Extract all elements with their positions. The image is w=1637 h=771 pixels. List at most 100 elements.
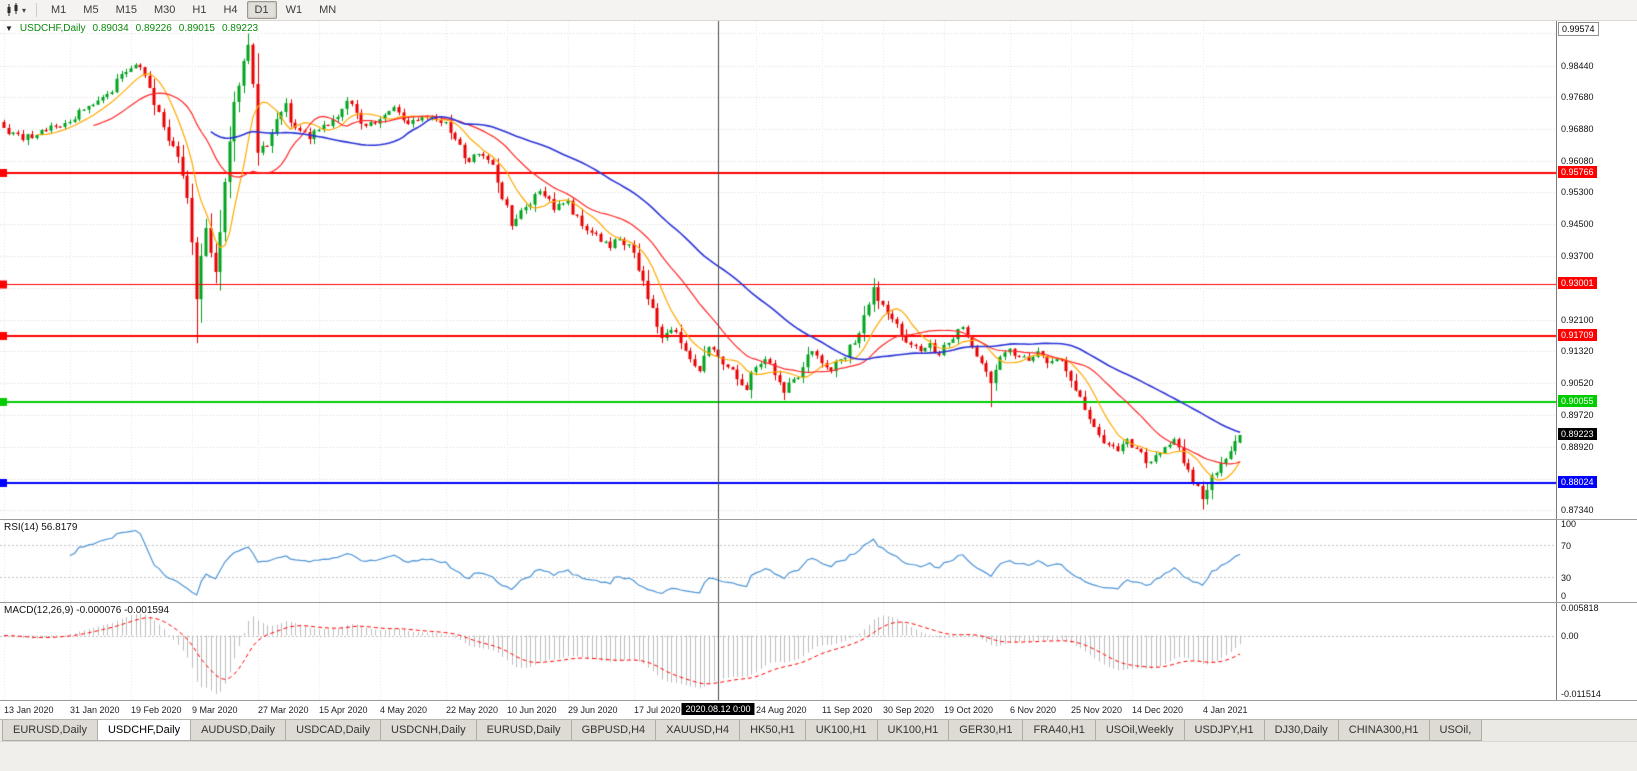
timeframe-button-d1[interactable]: D1: [246, 1, 277, 19]
date-axis-label: 25 Nov 2020: [1071, 705, 1123, 715]
date-axis-label: 14 Dec 2020: [1132, 705, 1184, 715]
rsi-axis-label: 70: [1561, 541, 1572, 551]
rsi-axis-label: 0: [1561, 591, 1567, 601]
collapse-triangle-icon[interactable]: ▼: [5, 24, 13, 33]
timeframe-button-h1[interactable]: H1: [192, 4, 207, 16]
price-axis-label: 0.89720: [1561, 410, 1594, 420]
chart-tab-china300-h1[interactable]: CHINA300,H1: [1337, 720, 1430, 741]
date-axis-label: 15 Apr 2020: [319, 705, 368, 715]
chart-tab-ger30-h1[interactable]: GER30,H1: [948, 720, 1024, 741]
price-axis-label: 0.96080: [1561, 156, 1594, 166]
macd-label: MACD(12,26,9) -0.000076 -0.001594: [4, 605, 170, 616]
chart-tab-uk100-h1[interactable]: UK100,H1: [876, 720, 950, 741]
chart-tab-eurusd-daily[interactable]: EURUSD,Daily: [475, 720, 572, 741]
date-axis-label: 27 Mar 2020: [258, 705, 309, 715]
price-axis-label: 0.95300: [1561, 187, 1594, 197]
main-chart-panel: ▼ USDCHF,Daily 0.89034 0.89226 0.89015 0…: [0, 21, 1637, 519]
date-axis-label: 31 Jan 2020: [70, 705, 120, 715]
chart-tab-hk50-h1[interactable]: HK50,H1: [739, 720, 806, 741]
timeframe-button-m1[interactable]: M1: [51, 4, 67, 16]
price-axis-label: 0.97680: [1561, 92, 1594, 102]
macd-canvas[interactable]: [0, 603, 1556, 700]
date-axis-label: 22 May 2020: [446, 705, 499, 715]
date-axis-label: 17 Jul 2020: [634, 705, 681, 715]
chart-tab-xauusd-h4[interactable]: XAUUSD,H4: [655, 720, 741, 741]
date-axis-label: 19 Oct 2020: [944, 705, 994, 715]
toolbar: ▾ M1 M5 M15 M30 H1 H4 D1 W1 MN: [0, 0, 1637, 21]
price-high: 0.89226: [135, 23, 172, 34]
toolbar-separator: [36, 3, 38, 17]
macd-axis: 0.005818 0.00 -0.011514: [1556, 603, 1636, 700]
rsi-axis: 100 70 30 0: [1556, 519, 1636, 602]
price-axis-label: 0.98440: [1561, 61, 1594, 71]
date-axis-label: 24 Aug 2020: [756, 705, 807, 715]
timeframe-button-group: M1 M5 M15 M30 H1 H4 D1 W1 MN: [43, 1, 344, 19]
price-axis-label: 0.94500: [1561, 219, 1594, 229]
hline-price-tag: 0.88024: [1558, 476, 1597, 488]
date-axis-label: 13 Jan 2020: [4, 705, 54, 715]
price-low: 0.89015: [178, 23, 215, 34]
timeframe-button-mn[interactable]: MN: [319, 4, 337, 16]
date-axis-label: 6 Nov 2020: [1010, 705, 1057, 715]
price-axis-label: 0.96880: [1561, 124, 1594, 134]
crosshair-date-tag: 2020.08.12 0:00: [681, 703, 755, 715]
rsi-label: RSI(14) 56.8179: [4, 522, 78, 533]
hline-price-tag: 0.91709: [1558, 329, 1597, 341]
max-price-tag: 0.99574: [1558, 22, 1599, 36]
chart-tab-dj30-daily[interactable]: DJ30,Daily: [1263, 720, 1339, 741]
timeframe-button-h4[interactable]: H4: [223, 4, 238, 16]
date-axis-label: 4 May 2020: [380, 705, 428, 715]
chevron-down-icon[interactable]: ▾: [22, 5, 27, 15]
macd-panel: MACD(12,26,9) -0.000076 -0.001594 0.0058…: [0, 603, 1637, 700]
price-open: 0.89034: [92, 23, 129, 34]
macd-axis-label: 0.005818: [1561, 603, 1599, 613]
rsi-axis-label: 30: [1561, 573, 1572, 583]
rsi-canvas[interactable]: [0, 520, 1556, 602]
symbol-name: USDCHF,Daily: [19, 23, 86, 34]
date-axis-label: 19 Feb 2020: [131, 705, 182, 715]
date-axis-label: 10 Jun 2020: [507, 705, 557, 715]
timeframe-button-m30[interactable]: M30: [153, 4, 176, 16]
macd-axis-label: 0.00: [1561, 631, 1579, 641]
timeframe-button-w1[interactable]: W1: [285, 4, 303, 16]
chart-tab-usoil-weekly[interactable]: USOil,Weekly: [1094, 720, 1185, 741]
chart-tab-usoil-[interactable]: USOil,: [1428, 720, 1483, 741]
date-axis-label: 30 Sep 2020: [883, 705, 935, 715]
main-chart-canvas[interactable]: [0, 21, 1556, 519]
chart-tab-audusd-daily[interactable]: AUDUSD,Daily: [190, 720, 287, 741]
chart-tab-usdchf-daily[interactable]: USDCHF,Daily: [96, 720, 192, 741]
hline-price-tag: 0.90055: [1558, 395, 1597, 407]
hline-price-tag: 0.95766: [1558, 166, 1597, 178]
rsi-axis-label: 100: [1561, 519, 1577, 529]
price-axis-label: 0.87340: [1561, 505, 1594, 515]
chart-tab-eurusd-daily[interactable]: EURUSD,Daily: [2, 720, 98, 741]
date-axis[interactable]: 13 Jan 2020 31 Jan 2020 19 Feb 2020 9 Mar 2…: [0, 701, 1637, 719]
price-axis-label: 0.92100: [1561, 315, 1594, 325]
panel-separator[interactable]: [0, 519, 1637, 520]
hline-price-tag: 0.93001: [1558, 277, 1597, 289]
current-price-tag: 0.89223: [1558, 428, 1597, 440]
candlestick-chart-icon[interactable]: [4, 2, 22, 18]
date-axis-label: 9 Mar 2020: [192, 705, 238, 715]
price-axis[interactable]: 0.992800.984400.976800.968800.960800.953…: [1556, 21, 1636, 519]
date-axis-label: 29 Jun 2020: [568, 705, 618, 715]
price-axis-label: 0.90520: [1561, 378, 1594, 388]
status-area: [0, 741, 1637, 771]
chart-tab-gbpusd-h4[interactable]: GBPUSD,H4: [570, 720, 657, 741]
price-axis-label: 0.88920: [1561, 442, 1594, 452]
macd-axis-label: -0.011514: [1561, 689, 1601, 699]
chart-tab-bar: EURUSD,Daily USDCHF,Daily AUDUSD,Daily USDC…: [0, 719, 1637, 741]
date-axis-label: 4 Jan 2021: [1203, 705, 1248, 715]
panel-separator[interactable]: [0, 602, 1637, 603]
chart-tab-fra40-h1[interactable]: FRA40,H1: [1022, 720, 1096, 741]
panel-separator: [0, 700, 1637, 701]
chart-tab-usdcad-daily[interactable]: USDCAD,Daily: [285, 720, 382, 741]
chart-tab-uk100-h1[interactable]: UK100,H1: [804, 720, 878, 741]
chart-tab-usdcnh-daily[interactable]: USDCNH,Daily: [380, 720, 477, 741]
timeframe-button-m5[interactable]: M5: [83, 4, 99, 16]
timeframe-button-m15[interactable]: M15: [115, 4, 137, 16]
price-axis-label: 0.93700: [1561, 251, 1594, 261]
chart-tab-usdjpy-h1[interactable]: USDJPY,H1: [1183, 720, 1265, 741]
rsi-panel: RSI(14) 56.8179 100 70 30 0: [0, 519, 1637, 602]
